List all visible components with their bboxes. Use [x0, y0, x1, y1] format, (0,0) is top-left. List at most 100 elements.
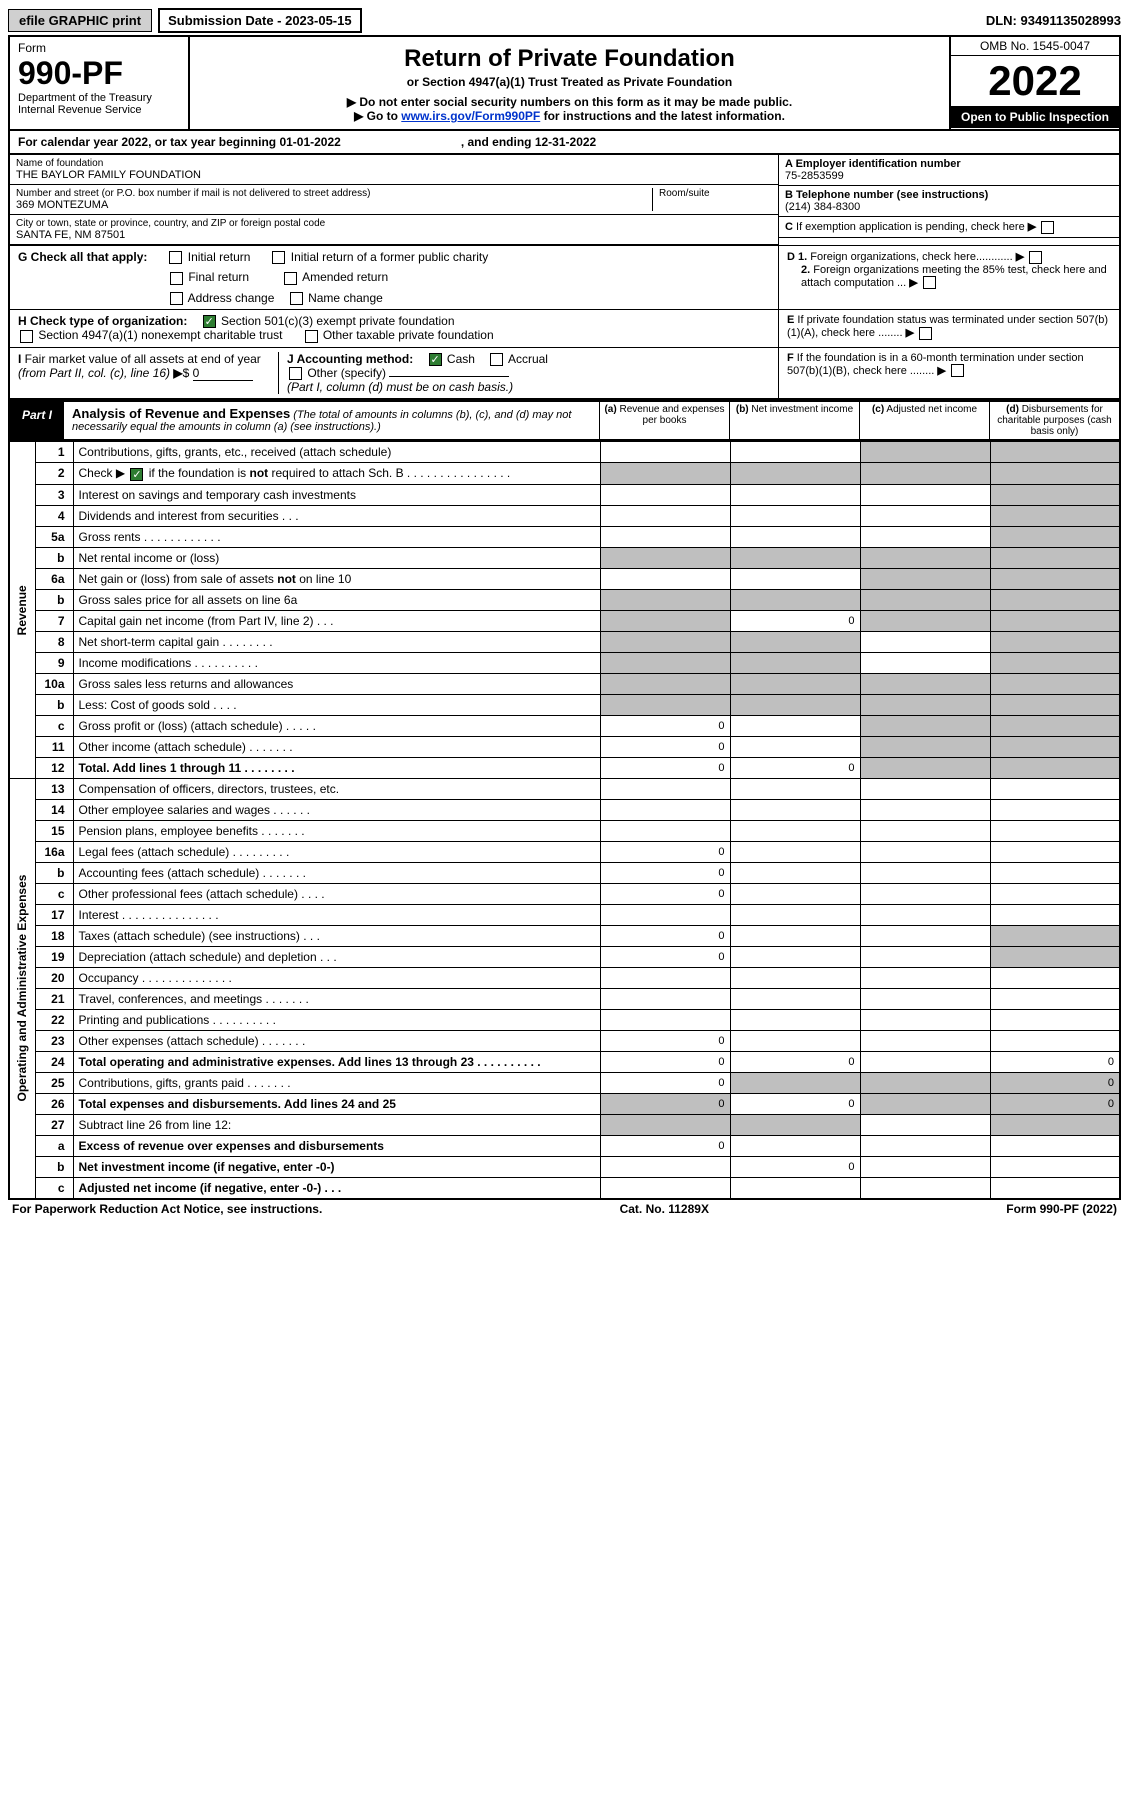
form-subtitle: or Section 4947(a)(1) Trust Treated as P… [196, 75, 943, 89]
table-row: 27Subtract line 26 from line 12: [9, 1114, 1120, 1135]
cell-d: 0 [990, 1072, 1120, 1093]
checkbox-final[interactable] [170, 272, 183, 285]
addr-label: Number and street (or P.O. box number if… [16, 188, 652, 199]
line-number: 15 [35, 820, 73, 841]
cell-b [730, 1072, 860, 1093]
table-row: 24Total operating and administrative exp… [9, 1051, 1120, 1072]
cell-c [860, 547, 990, 568]
checkbox-e[interactable] [919, 327, 932, 340]
checkbox-addr-change[interactable] [170, 292, 183, 305]
line-number: 17 [35, 904, 73, 925]
expenses-label: Operating and Administrative Expenses [9, 778, 35, 1199]
g-label: G Check all that apply: [18, 250, 147, 264]
line-number: 22 [35, 1009, 73, 1030]
cell-a: 0 [600, 757, 730, 778]
cell-b [730, 925, 860, 946]
line-number: b [35, 694, 73, 715]
fmv-value: 0 [193, 366, 253, 381]
cell-c [860, 610, 990, 631]
line-number: b [35, 547, 73, 568]
line-number: 5a [35, 526, 73, 547]
checkbox-other-method[interactable] [289, 367, 302, 380]
cell-d [990, 442, 1120, 463]
checkbox-d1[interactable] [1029, 251, 1042, 264]
checkbox-501c3[interactable] [203, 315, 216, 328]
cell-b [730, 841, 860, 862]
checkbox-sch-b[interactable] [130, 468, 143, 481]
checkbox-amended[interactable] [284, 272, 297, 285]
line-description: Gross rents . . . . . . . . . . . . [73, 526, 600, 547]
cell-d [990, 547, 1120, 568]
cell-d [990, 715, 1120, 736]
line-number: 21 [35, 988, 73, 1009]
checkbox-other-taxable[interactable] [305, 330, 318, 343]
line-number: 3 [35, 484, 73, 505]
table-row: 17Interest . . . . . . . . . . . . . . . [9, 904, 1120, 925]
table-row: 11Other income (attach schedule) . . . .… [9, 736, 1120, 757]
checkbox-c[interactable] [1041, 221, 1054, 234]
line-description: Net investment income (if negative, ente… [73, 1156, 600, 1177]
calendar-year-row: For calendar year 2022, or tax year begi… [8, 129, 1121, 155]
cell-c [860, 820, 990, 841]
line-number: 25 [35, 1072, 73, 1093]
cell-a [600, 967, 730, 988]
line-description: Net short-term capital gain . . . . . . … [73, 631, 600, 652]
line-description: Income modifications . . . . . . . . . . [73, 652, 600, 673]
checkbox-accrual[interactable] [490, 353, 503, 366]
cell-a [600, 1156, 730, 1177]
cell-b [730, 547, 860, 568]
checkbox-initial-former[interactable] [272, 251, 285, 264]
line-description: Adjusted net income (if negative, enter … [73, 1177, 600, 1199]
cell-b [730, 1135, 860, 1156]
checkbox-cash[interactable] [429, 353, 442, 366]
cell-c [860, 631, 990, 652]
cell-b [730, 694, 860, 715]
cell-c [860, 1114, 990, 1135]
cell-c [860, 799, 990, 820]
line-number: 27 [35, 1114, 73, 1135]
cell-a: 0 [600, 1072, 730, 1093]
cell-b [730, 967, 860, 988]
cell-d [990, 1177, 1120, 1199]
city-state-zip: SANTA FE, NM 87501 [16, 229, 772, 241]
table-row: bNet investment income (if negative, ent… [9, 1156, 1120, 1177]
cell-b [730, 883, 860, 904]
line-description: Interest on savings and temporary cash i… [73, 484, 600, 505]
cell-d [990, 610, 1120, 631]
irs-link[interactable]: www.irs.gov/Form990PF [401, 109, 540, 123]
checkbox-f[interactable] [951, 364, 964, 377]
checkbox-initial[interactable] [169, 251, 182, 264]
table-row: cAdjusted net income (if negative, enter… [9, 1177, 1120, 1199]
line-number: 1 [35, 442, 73, 463]
line-description: Total. Add lines 1 through 11 . . . . . … [73, 757, 600, 778]
table-row: 21Travel, conferences, and meetings . . … [9, 988, 1120, 1009]
cell-a [600, 799, 730, 820]
col-d-header: (d) Disbursements for charitable purpose… [989, 402, 1119, 439]
table-row: 3Interest on savings and temporary cash … [9, 484, 1120, 505]
cell-b [730, 505, 860, 526]
cell-c [860, 463, 990, 484]
line-description: Travel, conferences, and meetings . . . … [73, 988, 600, 1009]
dln: DLN: 93491135028993 [986, 13, 1121, 28]
line-description: Other expenses (attach schedule) . . . .… [73, 1030, 600, 1051]
cell-d [990, 589, 1120, 610]
cell-a [600, 778, 730, 799]
line-description: Subtract line 26 from line 12: [73, 1114, 600, 1135]
cell-b [730, 904, 860, 925]
cell-b: 0 [730, 757, 860, 778]
cell-b [730, 715, 860, 736]
cell-d [990, 757, 1120, 778]
checkbox-4947[interactable] [20, 330, 33, 343]
cell-a [600, 589, 730, 610]
cell-a: 0 [600, 1135, 730, 1156]
cell-d: 0 [990, 1093, 1120, 1114]
name-label: Name of foundation [16, 158, 772, 169]
efile-button[interactable]: efile GRAPHIC print [8, 9, 152, 32]
checkbox-name-change[interactable] [290, 292, 303, 305]
table-row: 8Net short-term capital gain . . . . . .… [9, 631, 1120, 652]
checkbox-d2[interactable] [923, 276, 936, 289]
cell-d [990, 484, 1120, 505]
line-number: 19 [35, 946, 73, 967]
irs-label: Internal Revenue Service [18, 104, 180, 116]
cell-d [990, 505, 1120, 526]
